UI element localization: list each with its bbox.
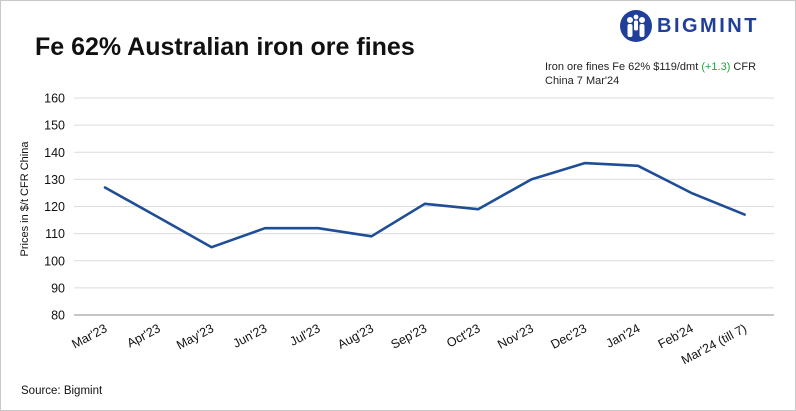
x-tick-label: Dec'23 — [549, 321, 590, 351]
y-tick-label: 150 — [44, 119, 65, 133]
y-tick-label: 100 — [44, 254, 65, 268]
y-tick-label: 130 — [44, 173, 65, 187]
x-tick-label: May'23 — [174, 321, 216, 352]
x-tick-labels: Mar'23 Apr'23 May'23 Jun'23 Jul'23 Aug'23 Sep'… — [69, 321, 749, 367]
y-tick-labels: 80 90 100 110 120 130 140 150 160 — [44, 92, 65, 323]
x-tick-label: Mar'23 — [69, 321, 109, 351]
x-tick-label: Sep'23 — [389, 321, 430, 351]
bigmint-people-icon — [620, 10, 652, 42]
y-tick-label: 80 — [51, 309, 65, 323]
x-tick-label: Nov'23 — [495, 321, 536, 351]
x-tick-label: Aug'23 — [335, 321, 376, 351]
y-tick-label: 160 — [44, 92, 65, 106]
y-tick-label: 110 — [45, 227, 65, 241]
series-line — [103, 161, 746, 249]
chart-title: Fe 62% Australian iron ore fines — [35, 33, 415, 61]
logo-text: BIGMINT — [657, 14, 759, 37]
x-tick-label: Jan'24 — [604, 321, 643, 350]
annotation-prefix: Iron ore fines Fe 62% $119/dmt — [545, 61, 702, 73]
y-axis-label: Prices in $/t CFR China — [19, 141, 31, 257]
series-lines — [103, 161, 746, 249]
bigmint-logo: BIGMINT — [619, 9, 759, 43]
x-tick-label: Jul'23 — [288, 321, 323, 349]
y-tick-label: 120 — [44, 200, 65, 214]
annotation-change: (+1.3) — [701, 61, 731, 73]
annotation-suffix: CFR China 7 Mar'24 — [545, 61, 757, 87]
gridlines — [74, 97, 774, 316]
source-note: Source: Bigmint — [21, 385, 103, 397]
x-tick-label: Oct'23 — [444, 321, 482, 350]
x-tick-label: Jun'23 — [231, 321, 270, 350]
y-tick-label: 90 — [51, 281, 65, 295]
x-tick-label: Feb'24 — [656, 321, 696, 351]
y-tick-label: 140 — [44, 146, 65, 160]
x-tick-label: Apr'23 — [125, 321, 163, 350]
price-annotation: Iron ore fines Fe 62% $119/dmt (+1.3) CF… — [545, 60, 781, 88]
